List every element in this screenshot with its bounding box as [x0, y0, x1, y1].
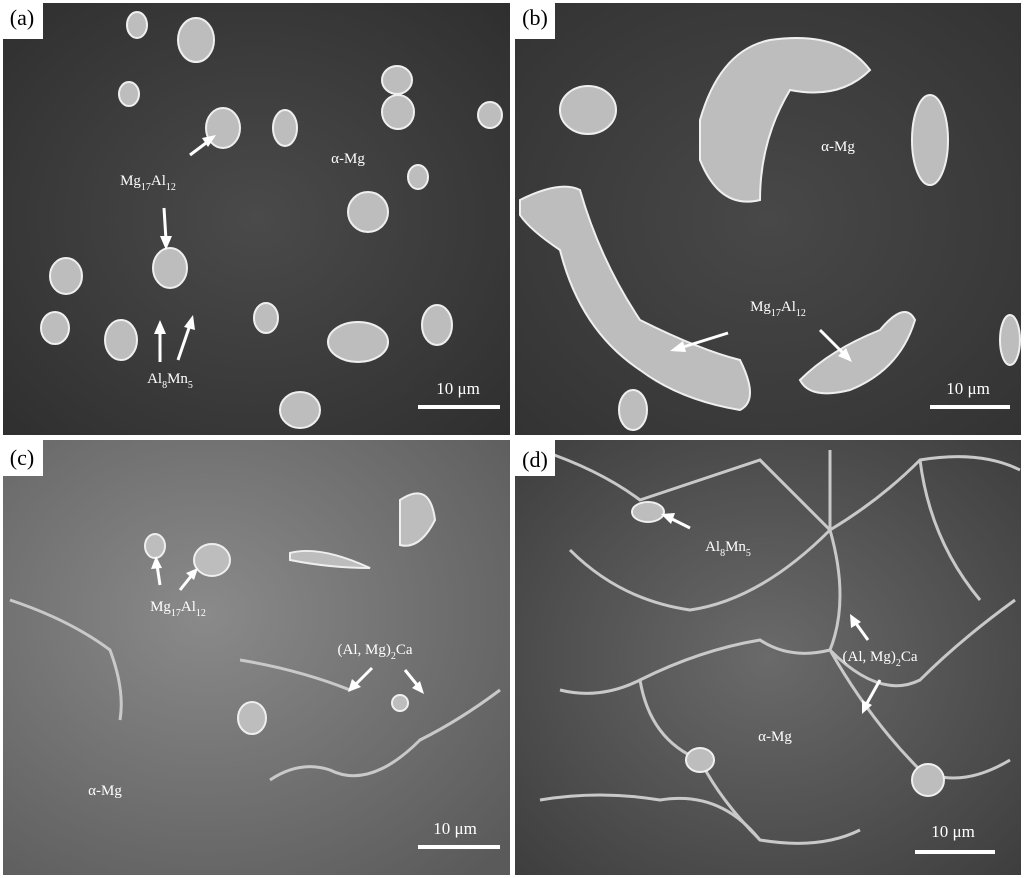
label-box — [515, 440, 555, 476]
scale-bar-label: 10 μm — [436, 379, 480, 398]
micrograph — [3, 440, 510, 875]
annotation: Al8Mn5 — [147, 371, 193, 390]
annotation: α-Mg — [88, 783, 122, 799]
annotation: Mg17Al12 — [150, 599, 206, 618]
panel-label: (d) — [522, 447, 548, 472]
panel-c — [3, 440, 510, 875]
annotations: (a) 10 μm Mg17Al12 α-Mg Al8Mn5 (b) 10 μm α-Mg Mg… — [3, 3, 1010, 854]
panel-label: (c) — [10, 445, 34, 470]
panel-b — [515, 3, 1021, 435]
annotation: Mg17Al12 — [120, 173, 176, 192]
annotation: α-Mg — [331, 151, 365, 167]
panel-label: (a) — [10, 5, 34, 30]
annotation: Mg17Al12 — [750, 299, 806, 318]
annotation: (Al, Mg)2Ca — [843, 649, 918, 668]
annotation: (Al, Mg)2Ca — [338, 642, 413, 661]
particles — [519, 37, 1021, 431]
scale-bar-label: 10 μm — [931, 822, 975, 841]
label-box — [515, 3, 555, 39]
annotation: α-Mg — [758, 729, 792, 745]
particles — [40, 11, 503, 429]
label-box — [3, 440, 43, 476]
annotation: α-Mg — [821, 139, 855, 155]
scale-bar-label: 10 μm — [946, 379, 990, 398]
scale-bar-label: 10 μm — [433, 819, 477, 838]
particles — [9, 492, 501, 782]
network — [539, 448, 1021, 845]
panel-d — [515, 440, 1021, 875]
panel-a — [3, 3, 510, 435]
micrograph — [3, 3, 510, 435]
annotation: Al8Mn5 — [705, 539, 751, 558]
label-box — [3, 3, 43, 39]
panel-label: (b) — [522, 5, 548, 30]
micrograph — [515, 440, 1021, 875]
